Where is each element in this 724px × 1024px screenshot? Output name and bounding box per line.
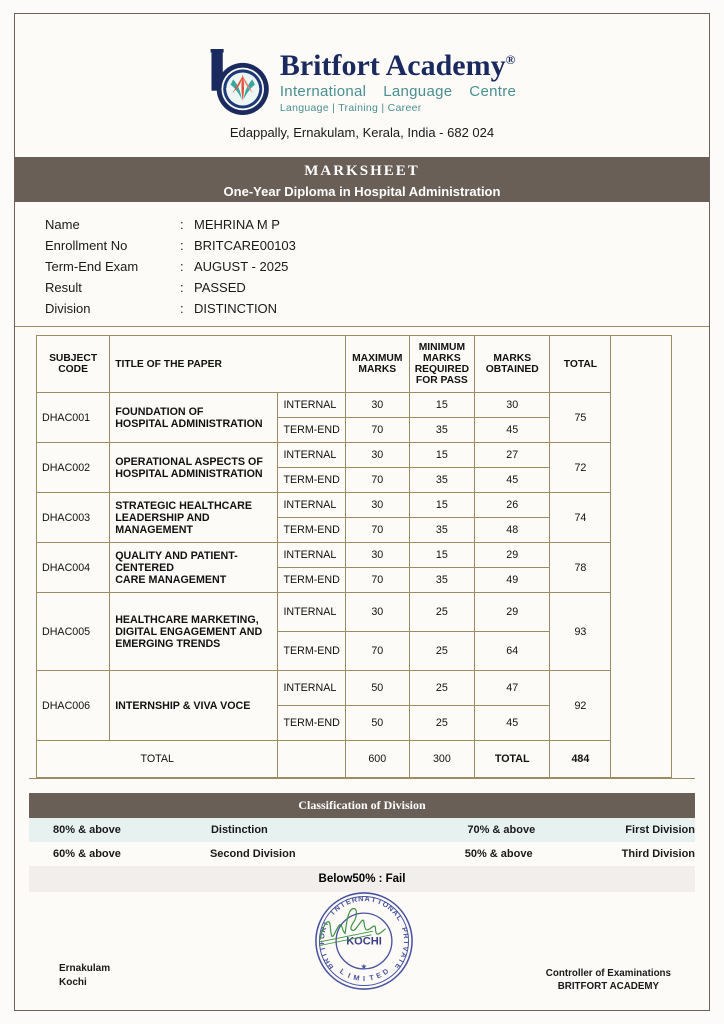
svg-text:I: I (346, 971, 351, 980)
svg-text:L: L (338, 967, 347, 977)
svg-text:I: I (363, 974, 365, 983)
svg-text:T: T (368, 973, 375, 983)
svg-text:D: D (381, 966, 390, 976)
svg-text:★: ★ (361, 962, 368, 971)
svg-text:N: N (358, 894, 364, 903)
svg-text:M: M (353, 973, 361, 983)
